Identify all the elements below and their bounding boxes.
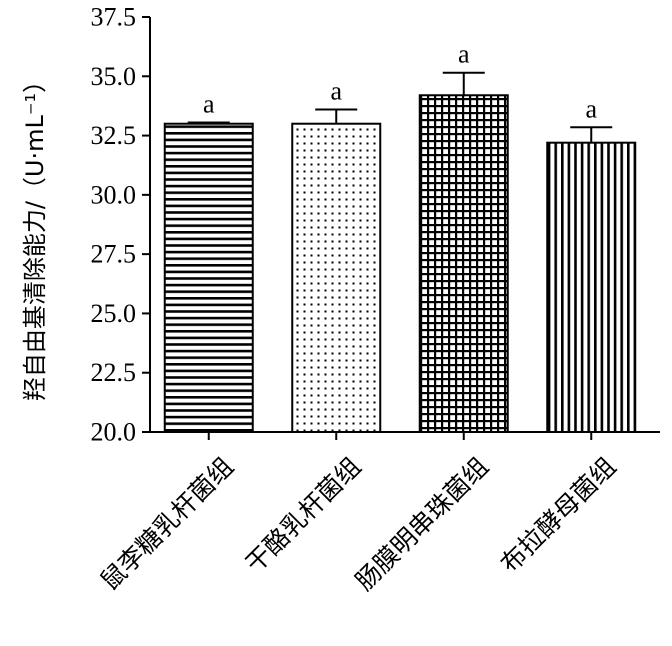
significance-label-1: a — [203, 90, 215, 119]
y-tick-label: 30.0 — [91, 180, 137, 209]
category-label-2: 干酪乳杆菌组 — [240, 452, 367, 579]
y-tick-label: 20.0 — [91, 418, 137, 447]
bar-1 — [163, 122, 254, 433]
bar-4 — [546, 141, 637, 434]
bar-2 — [291, 122, 382, 433]
significance-label-4: a — [585, 94, 597, 123]
significance-label-3: a — [458, 40, 470, 69]
y-tick-label: 35.0 — [91, 62, 137, 91]
significance-label-2: a — [330, 76, 342, 105]
category-label-1: 鼠李糖乳杆菌组 — [95, 452, 239, 596]
y-axis-label: 羟自由基清除能力/（U·mL⁻¹） — [21, 69, 49, 401]
y-tick-label: 32.5 — [91, 121, 137, 150]
y-tick-label: 37.5 — [91, 3, 137, 32]
y-tick-label: 25.0 — [91, 299, 137, 328]
category-label-4: 布拉酵母菌组 — [495, 452, 622, 579]
category-label-3: 肠膜明串珠菌组 — [350, 452, 494, 596]
y-tick-label: 27.5 — [91, 240, 137, 269]
y-tick-label: 22.5 — [91, 358, 137, 387]
bar-3 — [418, 94, 509, 433]
y-axis: 20.0 22.5 25.0 27.5 30.0 32.5 35.0 37.5 — [91, 3, 151, 447]
bars: a a a a — [163, 40, 637, 434]
